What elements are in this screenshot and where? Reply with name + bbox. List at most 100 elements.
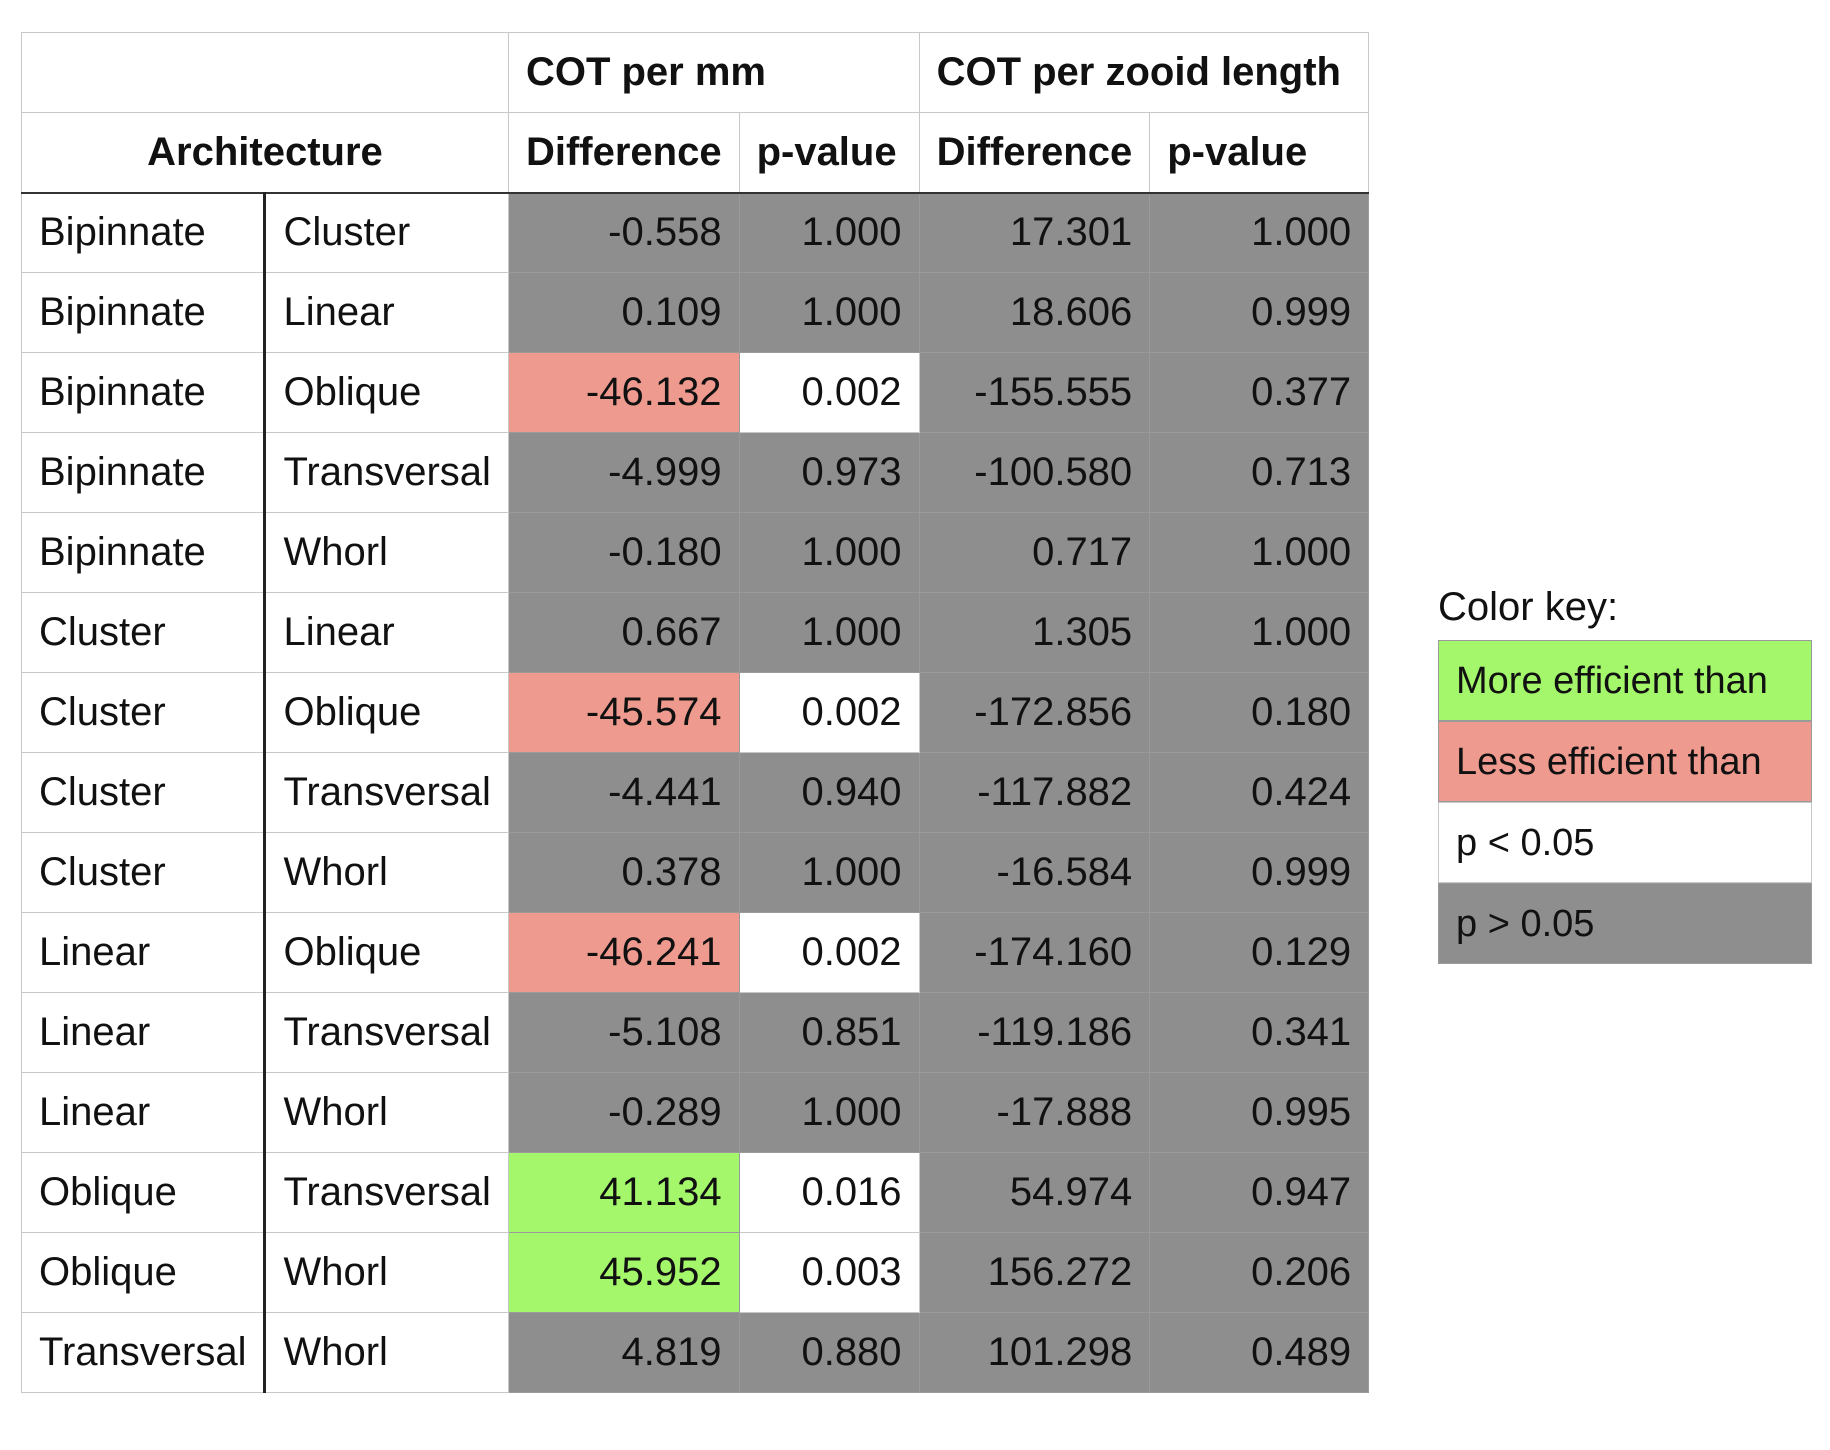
table-row: Cluster Whorl 0.378 1.000 -16.584 0.999 <box>20 832 1370 913</box>
cot-zl-pvalue-cell: 0.489 <box>1149 1312 1370 1393</box>
table-row: Bipinnate Oblique -46.132 0.002 -155.555 0.37… <box>20 352 1370 433</box>
table-row: Cluster Oblique -45.574 0.002 -172.856 0.180 <box>20 672 1370 753</box>
cot-zl-pvalue-cell: 0.377 <box>1149 352 1370 433</box>
architecture-b-cell: Oblique <box>264 912 509 993</box>
architecture-b-cell: Whorl <box>264 1312 509 1393</box>
cot-mm-difference-cell: -46.132 <box>507 352 740 433</box>
header-architecture: Architecture <box>21 112 509 194</box>
cot-zl-pvalue-cell: 0.947 <box>1149 1152 1370 1233</box>
cot-mm-pvalue-cell: 0.851 <box>738 992 920 1073</box>
cot-mm-difference-cell: 0.667 <box>507 592 740 673</box>
cot-zl-difference-cell: -117.882 <box>918 752 1151 833</box>
cot-mm-pvalue-cell: 1.000 <box>738 592 920 673</box>
cot-zl-difference-cell: -100.580 <box>918 432 1151 513</box>
architecture-b-cell: Whorl <box>264 512 509 593</box>
architecture-a-cell: Bipinnate <box>20 192 267 273</box>
cot-mm-pvalue-cell: 1.000 <box>738 192 920 273</box>
cot-zl-pvalue-cell: 0.341 <box>1149 992 1370 1073</box>
color-key-title: Color key: <box>1438 585 1619 629</box>
table-row: Cluster Linear 0.667 1.000 1.305 1.000 <box>20 592 1370 673</box>
architecture-b-cell: Oblique <box>264 352 509 433</box>
cot-mm-pvalue-cell: 1.000 <box>738 1072 920 1153</box>
architecture-b-cell: Whorl <box>264 1072 509 1153</box>
cot-zl-pvalue-cell: 0.713 <box>1149 432 1370 513</box>
cot-mm-pvalue-cell: 0.973 <box>738 432 920 513</box>
architecture-a-cell: Linear <box>20 912 267 993</box>
architecture-a-cell: Linear <box>20 1072 267 1153</box>
cot-zl-difference-cell: 0.717 <box>918 512 1151 593</box>
cot-zl-pvalue-cell: 0.180 <box>1149 672 1370 753</box>
table-row: Linear Transversal -5.108 0.851 -119.186 0.34… <box>20 992 1370 1073</box>
cot-zl-difference-cell: 54.974 <box>918 1152 1151 1233</box>
architecture-b-cell: Transversal <box>264 752 509 833</box>
architecture-b-cell: Oblique <box>264 672 509 753</box>
architecture-b-cell: Whorl <box>264 1232 509 1313</box>
key-more-efficient: More efficient than <box>1438 640 1812 721</box>
architecture-a-cell: Bipinnate <box>20 272 267 353</box>
cot-zl-difference-cell: -155.555 <box>918 352 1151 433</box>
cot-zl-pvalue-cell: 0.995 <box>1149 1072 1370 1153</box>
cot-zl-pvalue-cell: 1.000 <box>1149 192 1370 273</box>
cot-mm-pvalue-cell: 0.880 <box>738 1312 920 1393</box>
cot-zl-difference-cell: -172.856 <box>918 672 1151 753</box>
cot-zl-difference-cell: 101.298 <box>918 1312 1151 1393</box>
cot-mm-difference-cell: 0.109 <box>507 272 740 353</box>
table-row: Bipinnate Transversal -4.999 0.973 -100.580 0… <box>20 432 1370 513</box>
cot-mm-difference-cell: 41.134 <box>507 1152 740 1233</box>
architecture-a-cell: Transversal <box>20 1312 267 1393</box>
architecture-a-cell: Oblique <box>20 1232 267 1313</box>
cot-mm-pvalue-cell: 0.002 <box>738 912 920 993</box>
table-row: Oblique Transversal 41.134 0.016 54.974 0.947 <box>20 1152 1370 1233</box>
header-zl-difference: Difference <box>918 112 1151 194</box>
architecture-a-cell: Bipinnate <box>20 352 267 433</box>
cot-mm-difference-cell: -5.108 <box>507 992 740 1073</box>
cot-mm-pvalue-cell: 0.940 <box>738 752 920 833</box>
cot-zl-difference-cell: 18.606 <box>918 272 1151 353</box>
cot-mm-difference-cell: -0.289 <box>507 1072 740 1153</box>
header-cot-per-mm: COT per mm <box>507 32 920 113</box>
cot-mm-pvalue-cell: 1.000 <box>738 272 920 353</box>
cot-zl-pvalue-cell: 1.000 <box>1149 512 1370 593</box>
comparison-table: COT per mm COT per zooid length Architec… <box>20 32 1370 1393</box>
cot-zl-difference-cell: 156.272 <box>918 1232 1151 1313</box>
table-row: Oblique Whorl 45.952 0.003 156.272 0.206 <box>20 1232 1370 1313</box>
cot-zl-difference-cell: -174.160 <box>918 912 1151 993</box>
table-row: Cluster Transversal -4.441 0.940 -117.882 0.4… <box>20 752 1370 833</box>
architecture-a-cell: Cluster <box>20 832 267 913</box>
cot-zl-difference-cell: 17.301 <box>918 192 1151 273</box>
cot-mm-pvalue-cell: 1.000 <box>738 832 920 913</box>
cot-zl-difference-cell: -119.186 <box>918 992 1151 1073</box>
architecture-a-cell: Bipinnate <box>20 432 267 513</box>
cot-mm-pvalue-cell: 0.002 <box>738 352 920 433</box>
cot-mm-difference-cell: -46.241 <box>507 912 740 993</box>
cot-mm-difference-cell: -4.999 <box>507 432 740 513</box>
key-less-efficient: Less efficient than <box>1438 721 1812 802</box>
cot-mm-difference-cell: 4.819 <box>507 1312 740 1393</box>
cot-zl-pvalue-cell: 0.999 <box>1149 272 1370 353</box>
table-row: Transversal Whorl 4.819 0.880 101.298 0.489 <box>20 1312 1370 1393</box>
cot-mm-pvalue-cell: 0.003 <box>738 1232 920 1313</box>
architecture-a-cell: Bipinnate <box>20 512 267 593</box>
table-row: Linear Whorl -0.289 1.000 -17.888 0.995 <box>20 1072 1370 1153</box>
architecture-b-cell: Cluster <box>264 192 509 273</box>
architecture-a-cell: Cluster <box>20 752 267 833</box>
cot-mm-difference-cell: -4.441 <box>507 752 740 833</box>
cot-mm-difference-cell: 45.952 <box>507 1232 740 1313</box>
cot-zl-pvalue-cell: 0.424 <box>1149 752 1370 833</box>
architecture-a-cell: Cluster <box>20 672 267 753</box>
key-p-significant: p < 0.05 <box>1438 802 1812 883</box>
cot-zl-difference-cell: -16.584 <box>918 832 1151 913</box>
header-row-columns: Architecture Difference p-value Differen… <box>21 112 1370 194</box>
architecture-b-cell: Linear <box>264 272 509 353</box>
cot-mm-pvalue-cell: 0.002 <box>738 672 920 753</box>
architecture-b-cell: Transversal <box>264 1152 509 1233</box>
table-row: Bipinnate Whorl -0.180 1.000 0.717 1.000 <box>20 512 1370 593</box>
cot-mm-pvalue-cell: 0.016 <box>738 1152 920 1233</box>
key-p-not-significant: p > 0.05 <box>1438 883 1812 964</box>
cot-zl-pvalue-cell: 0.999 <box>1149 832 1370 913</box>
header-mm-pvalue: p-value <box>738 112 920 194</box>
cot-mm-difference-cell: -0.558 <box>507 192 740 273</box>
color-key-legend: Color key: More efficient than Less effi… <box>1438 582 1812 964</box>
table-row: Bipinnate Linear 0.109 1.000 18.606 0.999 <box>20 272 1370 353</box>
architecture-a-cell: Oblique <box>20 1152 267 1233</box>
